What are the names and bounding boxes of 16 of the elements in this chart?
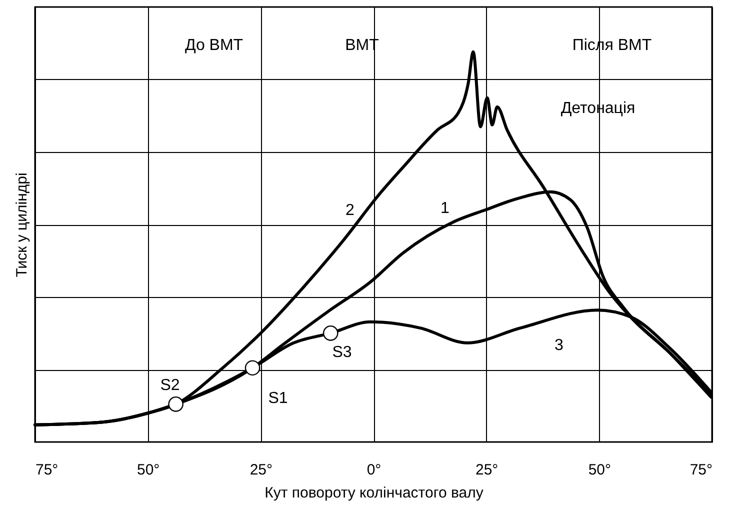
annotation: 1 (440, 200, 450, 217)
annotation: 3 (554, 337, 564, 354)
y-axis-title: Тиск у циліндрі (14, 172, 30, 278)
annotation: S3 (332, 344, 352, 361)
x-tick-label: 0° (366, 462, 382, 478)
x-tick-label: 25° (250, 462, 273, 478)
x-tick-label: 75° (690, 462, 712, 478)
annotation: S2 (160, 377, 180, 394)
annotation: 2 (346, 202, 355, 219)
x-tick-label: 50° (588, 462, 612, 478)
x-axis-title: Кут повороту колінчастого валу (264, 484, 484, 502)
x-tick-label: 25° (475, 462, 498, 478)
x-tick-label: 75° (36, 462, 58, 478)
annotation: До ВМТ (184, 37, 244, 54)
x-tick-label: 50° (136, 462, 160, 478)
annotation: S1 (268, 390, 288, 407)
